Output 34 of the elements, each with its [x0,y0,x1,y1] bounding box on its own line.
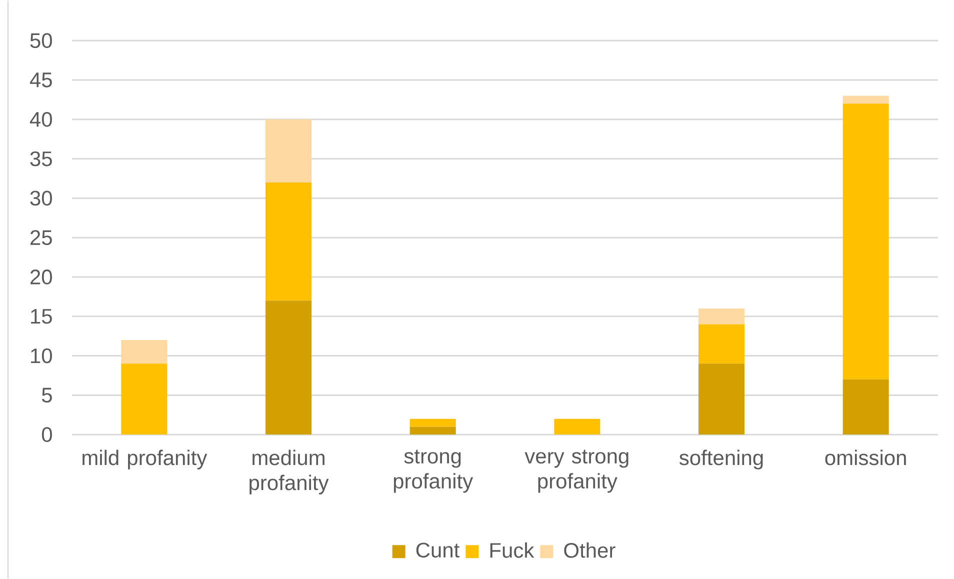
y-tick-label: 15 [31,308,52,324]
x-tick-label: omission [825,450,906,466]
legend-label: Other [564,542,616,558]
bar [842,104,889,380]
y-tick-label: 0 [42,427,52,442]
bar [410,426,456,434]
y-tick-label: 40 [30,112,52,127]
bar [842,379,889,434]
y-tick-label: 50 [30,33,52,48]
y-tick-label: 20 [30,269,52,284]
x-tick-label: softening [679,450,763,470]
y-tick-label: 5 [42,388,52,402]
legend-label: Cunt [416,542,460,558]
x-tick-label: very strong profanity [524,450,628,493]
y-tick-label: 30 [30,190,52,206]
bar [410,418,456,427]
bar [121,340,168,364]
legend-label: Fuck [490,542,534,558]
bar [698,324,744,364]
bar [698,308,744,324]
bar [554,418,600,434]
y-tick-label: 35 [30,151,52,166]
bar [698,364,744,434]
x-tick-label: mild profanity [82,450,208,470]
x-tick-label: medium profanity [250,450,329,494]
bar [266,300,312,434]
y-tick-label: 25 [30,230,52,245]
bar [266,119,312,182]
bar [121,364,168,434]
y-tick-label: 10 [31,348,52,364]
y-tick-label: 45 [30,72,52,88]
x-tick-label: strong profanity [394,450,474,493]
bar [266,182,312,301]
bar [842,96,889,104]
